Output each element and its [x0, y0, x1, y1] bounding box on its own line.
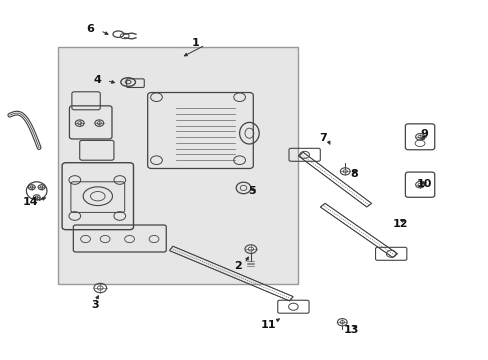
Circle shape [343, 170, 346, 173]
Text: 11: 11 [260, 320, 275, 330]
Circle shape [248, 247, 253, 251]
Text: 2: 2 [234, 261, 242, 271]
Circle shape [30, 186, 33, 188]
Circle shape [417, 135, 421, 138]
Circle shape [417, 183, 421, 186]
Circle shape [35, 196, 38, 198]
Text: 9: 9 [420, 129, 427, 139]
Text: 8: 8 [349, 168, 357, 179]
Text: 13: 13 [343, 325, 358, 335]
Text: 7: 7 [318, 132, 326, 143]
Text: 14: 14 [22, 197, 38, 207]
Circle shape [97, 122, 101, 125]
Text: 3: 3 [91, 300, 99, 310]
Circle shape [40, 186, 43, 188]
Circle shape [97, 286, 103, 290]
Circle shape [340, 321, 344, 324]
Circle shape [78, 122, 81, 125]
Text: 4: 4 [94, 75, 102, 85]
Bar [58, 47, 298, 284]
Text: 10: 10 [416, 179, 431, 189]
Text: 5: 5 [247, 186, 255, 196]
Text: 6: 6 [86, 24, 94, 34]
Text: 1: 1 [191, 38, 199, 48]
Text: 12: 12 [391, 219, 407, 229]
